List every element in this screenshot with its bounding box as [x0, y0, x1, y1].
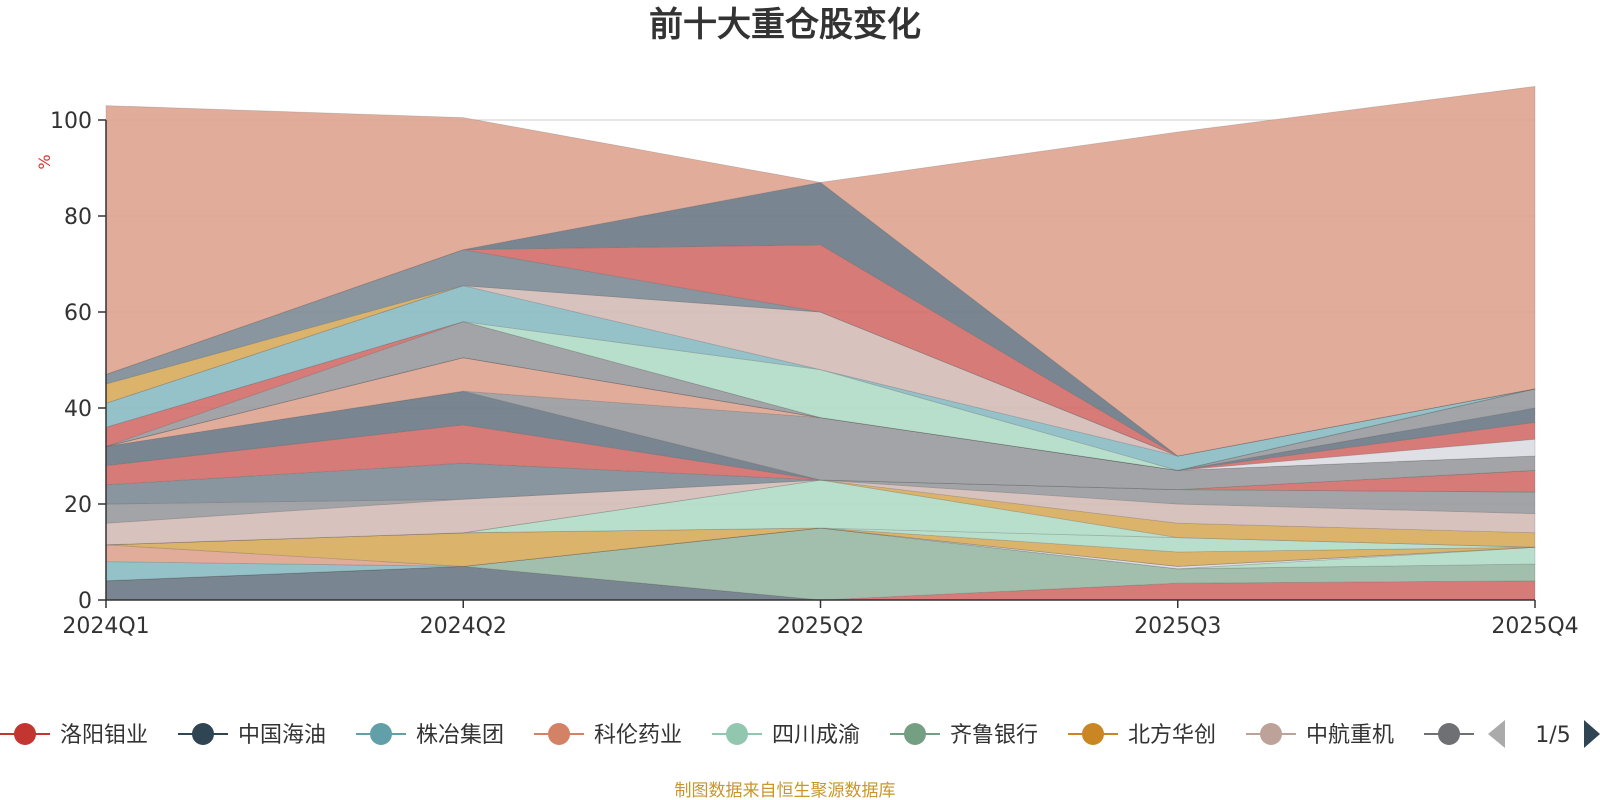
legend: 洛阳钼业 中国海油 株冶集团 科伦药业 四川成渝 齐鲁银行 北方华创 中航重机 1/5 [0, 712, 1600, 756]
legend-label: 齐鲁银行 [950, 723, 1038, 748]
legend-marker [548, 723, 570, 745]
legend-item[interactable]: 北方华创 [1068, 723, 1216, 748]
chart-title: 前十大重仓股变化 [649, 5, 921, 45]
area-s32 [105, 85, 1536, 457]
legend-item[interactable]: 齐鲁银行 [890, 723, 1038, 748]
legend-next-icon[interactable] [1584, 720, 1600, 748]
legend-marker [726, 723, 748, 745]
y-tick-label: 60 [64, 301, 92, 326]
y-tick-label: 0 [78, 589, 92, 614]
legend-label: 中航重机 [1306, 723, 1394, 748]
legend-marker [370, 723, 392, 745]
legend-item[interactable] [1424, 723, 1474, 745]
y-tick-label: 100 [50, 109, 92, 134]
legend-marker [1438, 723, 1460, 745]
footer-source: 制图数据来自恒生聚源数据库 [675, 781, 896, 800]
legend-item[interactable]: 中航重机 [1246, 723, 1394, 748]
legend-label: 北方华创 [1128, 723, 1216, 748]
legend-marker [1082, 723, 1104, 745]
area-s15 [105, 424, 1536, 493]
legend-item[interactable]: 洛阳钼业 [0, 723, 148, 748]
legend-page-indicator: 1/5 [1535, 723, 1570, 748]
x-tick-label: 2024Q2 [420, 614, 507, 639]
y-tick-label: 80 [64, 205, 92, 230]
x-tick-label: 2024Q1 [62, 614, 149, 639]
legend-marker [1260, 723, 1282, 745]
y-tick-label: 20 [64, 493, 92, 518]
legend-marker [14, 723, 36, 745]
legend-item[interactable]: 四川成渝 [712, 723, 860, 748]
legend-label: 中国海油 [238, 723, 326, 748]
legend-item[interactable]: 中国海油 [178, 723, 326, 748]
area-series [105, 85, 1536, 601]
legend-item[interactable]: 科伦药业 [534, 723, 682, 748]
x-tick-label: 2025Q3 [1134, 614, 1221, 639]
legend-label: 四川成渝 [772, 723, 860, 748]
x-tick-label: 2025Q4 [1491, 614, 1578, 639]
y-tick-label: 40 [64, 397, 92, 422]
legend-prev-icon[interactable] [1488, 720, 1505, 748]
legend-pager: 1/5 [1480, 712, 1600, 756]
legend-item[interactable]: 株冶集团 [356, 723, 504, 748]
legend-label: 科伦药业 [594, 723, 682, 748]
y-axis-label: % [35, 154, 54, 169]
legend-label: 株冶集团 [416, 723, 504, 748]
legend-label: 洛阳钼业 [60, 723, 148, 748]
legend-marker [192, 723, 214, 745]
legend-marker [904, 723, 926, 745]
axes: 0 20 40 60 80 100 2024Q1 2024Q2 2025Q2 2025Q3 2025… [50, 109, 1579, 639]
x-tick-label: 2025Q2 [777, 614, 864, 639]
